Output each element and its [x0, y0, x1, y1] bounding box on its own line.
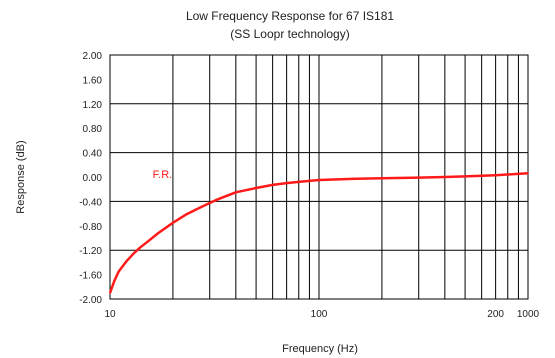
y-tick-label: 0.40 [83, 149, 103, 160]
data-point [133, 252, 135, 255]
data-point [255, 187, 257, 189]
x-axis-ticks: 10 100 200 1000 [104, 309, 539, 320]
y-tick-label: -0.40 [79, 197, 102, 208]
x-tick-label: 200 [487, 309, 504, 320]
data-point [464, 175, 466, 178]
data-point [417, 176, 420, 179]
data-point [381, 177, 383, 180]
data-point [113, 279, 116, 282]
chart-subtitle: (SS Loopr technology) [230, 27, 349, 41]
y-tick-label: 2.00 [83, 51, 103, 62]
x-tick-label: 1000 [517, 309, 540, 320]
data-point [494, 174, 497, 176]
y-tick-label: 0.00 [83, 173, 103, 184]
y-axis-label: Response (dB) [15, 140, 27, 213]
data-point [527, 172, 529, 175]
data-point [117, 270, 120, 273]
data-point [355, 178, 357, 180]
x-tick-label: 100 [311, 309, 328, 320]
data-point [109, 292, 111, 294]
data-point [172, 221, 174, 224]
y-axis-ticks: 2.00 1.60 1.20 0.80 0.40 0.00 -0.40 -0.80 -1.20 -… [79, 51, 102, 306]
y-tick-label: 1.20 [83, 100, 103, 111]
y-tick-label: -1.20 [79, 246, 102, 257]
y-tick-label: -0.80 [79, 222, 102, 233]
x-tick-label: 10 [104, 309, 116, 320]
data-point [214, 199, 217, 201]
chart-title: Low Frequency Response for 67 IS181 [186, 9, 394, 23]
y-tick-label: 1.60 [83, 75, 103, 86]
y-tick-label: -2.00 [79, 295, 102, 306]
series-group: F.R. [108, 169, 529, 294]
data-point [157, 232, 159, 234]
y-tick-label: 0.80 [83, 124, 103, 135]
y-tick-label: -1.60 [79, 271, 102, 282]
x-axis-label: Frequency (Hz) [282, 343, 358, 355]
data-point [139, 246, 142, 248]
data-point [297, 181, 300, 183]
data-point [444, 176, 446, 178]
data-point [271, 184, 274, 186]
series-label: F.R. [153, 169, 173, 181]
data-point [318, 179, 320, 181]
data-point [146, 241, 148, 244]
data-point [285, 182, 288, 184]
data-point [184, 214, 187, 216]
data-point [235, 191, 237, 194]
data-point [125, 260, 128, 262]
data-point [199, 206, 201, 209]
